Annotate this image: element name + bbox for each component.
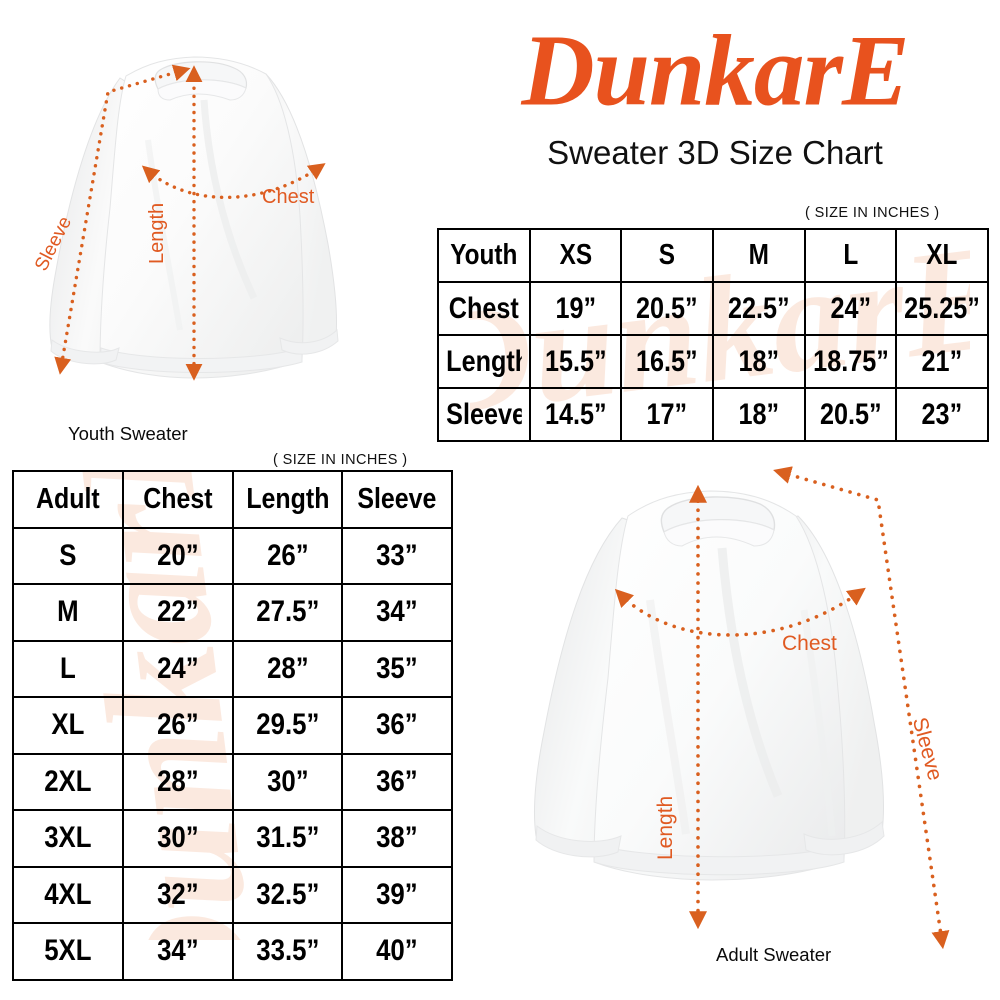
- youth-table-row-label: Length: [444, 334, 524, 389]
- adult-chest-label: Chest: [782, 632, 837, 655]
- youth-table-cell: 18.75”: [811, 334, 890, 389]
- adult-table-row: 5XL 34” 33.5” 40”: [13, 922, 452, 981]
- adult-sleeve-dimension-arrow: [773, 466, 950, 950]
- adult-size-units-note: ( SIZE IN INCHES ): [273, 452, 408, 468]
- adult-table-row-label: 2XL: [19, 752, 116, 811]
- adult-table-cell: 38”: [349, 809, 446, 868]
- adult-table-cell: 26”: [129, 696, 226, 755]
- svg-text:DunkarE: DunkarE: [520, 14, 908, 126]
- adult-table-cell: 24”: [129, 639, 226, 698]
- adult-table-cell: 33”: [349, 526, 446, 585]
- youth-table-cell: 23”: [902, 387, 982, 442]
- adult-table-row-label: 4XL: [19, 865, 116, 924]
- adult-table-header-cell-label: Adult: [19, 470, 116, 529]
- youth-table-header-cell-label: Youth: [444, 228, 524, 283]
- youth-table-row-label: Sleeve: [444, 387, 524, 442]
- youth-table-body: Youth XS S M L XL Chest 19” 20.5” 22.5” 24” 25.25” L…: [438, 228, 988, 442]
- adult-table-cell: 28”: [129, 752, 226, 811]
- youth-table-header-cell-xs: XS: [536, 228, 615, 283]
- youth-table-cell: 15.5”: [536, 334, 615, 389]
- adult-table-row: 2XL 28” 30” 36”: [13, 752, 452, 811]
- youth-table-header-cell-s: S: [627, 228, 707, 283]
- adult-table-header-cell-length: Length: [239, 470, 336, 529]
- youth-table-cell: 25.25”: [902, 281, 982, 336]
- adult-table-cell: 39”: [349, 865, 446, 924]
- adult-size-table: Adult Chest Length Sleeve S 20” 26” 33” M 22” 27.5…: [12, 470, 453, 981]
- brand-header: DunkarE Sweater 3D Size Chart: [440, 14, 990, 214]
- youth-table-cell: 16.5”: [627, 334, 707, 389]
- adult-table-cell: 22”: [129, 583, 226, 642]
- adult-table-cell: 20”: [129, 526, 226, 585]
- youth-table-cell: 18”: [719, 334, 799, 389]
- youth-table-row: Chest 19” 20.5” 22.5” 24” 25.25”: [438, 281, 988, 336]
- youth-figure-caption: Youth Sweater: [68, 423, 188, 444]
- adult-table-cell: 30”: [129, 809, 226, 868]
- adult-table-cell: 34”: [349, 583, 446, 642]
- adult-table-row-label: M: [19, 583, 116, 642]
- page-title: Sweater 3D Size Chart: [547, 134, 883, 171]
- youth-table-row-label: Chest: [444, 281, 524, 336]
- adult-table-row: 4XL 32” 32.5” 39”: [13, 865, 452, 924]
- adult-table-row: 3XL 30” 31.5” 38”: [13, 809, 452, 868]
- adult-table-row: M 22” 27.5” 34”: [13, 583, 452, 642]
- youth-table-cell: 20.5”: [627, 281, 707, 336]
- adult-table-body: Adult Chest Length Sleeve S 20” 26” 33” M 22” 27.5…: [13, 470, 452, 981]
- adult-table-cell: 30”: [239, 752, 336, 811]
- adult-table-header-row: Adult Chest Length Sleeve: [13, 470, 452, 529]
- adult-table-cell: 29.5”: [239, 696, 336, 755]
- adult-table-row: S 20” 26” 33”: [13, 526, 452, 585]
- adult-table-row-label: XL: [19, 696, 116, 755]
- youth-table-row: Length 15.5” 16.5” 18” 18.75” 21”: [438, 334, 988, 389]
- adult-sweater-illustration: [533, 466, 950, 950]
- adult-figure-caption: Adult Sweater: [716, 944, 832, 965]
- adult-table-cell: 26”: [239, 526, 336, 585]
- adult-table-cell: 34”: [129, 922, 226, 981]
- youth-table-cell: 24”: [811, 281, 890, 336]
- adult-table-cell: 28”: [239, 639, 336, 698]
- youth-table-header-cell-xl: XL: [902, 228, 982, 283]
- adult-table-cell: 40”: [349, 922, 446, 981]
- dunkare-logo: DunkarE: [520, 14, 909, 126]
- adult-table-cell: 36”: [349, 752, 446, 811]
- adult-table-cell: 32”: [129, 865, 226, 924]
- adult-sweater-garment: [533, 490, 885, 881]
- adult-table-cell: 36”: [349, 696, 446, 755]
- adult-table-row-label: 3XL: [19, 809, 116, 868]
- adult-table-header-cell-chest: Chest: [129, 470, 226, 529]
- youth-chest-label: Chest: [262, 186, 315, 208]
- youth-table-cell: 19”: [536, 281, 615, 336]
- adult-table-cell: 32.5”: [239, 865, 336, 924]
- youth-length-label: Length: [146, 202, 168, 264]
- youth-size-table: Youth XS S M L XL Chest 19” 20.5” 22.5” 24” 25.25” L…: [437, 228, 989, 442]
- adult-table-row-label: L: [19, 639, 116, 698]
- adult-table-row: L 24” 28” 35”: [13, 639, 452, 698]
- youth-sweater-illustration: [49, 56, 339, 381]
- youth-table-header-row: Youth XS S M L XL: [438, 228, 988, 283]
- adult-table-cell: 35”: [349, 639, 446, 698]
- youth-sleeve-dimension-arrow: [54, 64, 191, 375]
- adult-table-cell: 31.5”: [239, 809, 336, 868]
- youth-table-cell: 18”: [719, 387, 799, 442]
- youth-size-units-note: ( SIZE IN INCHES ): [805, 205, 940, 221]
- youth-table-row: Sleeve 14.5” 17” 18” 20.5” 23”: [438, 387, 988, 442]
- youth-table-header-cell-m: M: [719, 228, 799, 283]
- youth-table-header-cell-l: L: [811, 228, 890, 283]
- youth-table-cell: 20.5”: [811, 387, 890, 442]
- youth-table-cell: 14.5”: [536, 387, 615, 442]
- adult-table-cell: 33.5”: [239, 922, 336, 981]
- adult-table-header-cell-sleeve: Sleeve: [349, 470, 446, 529]
- adult-table-row-label: 5XL: [19, 922, 116, 981]
- adult-length-label: Length: [654, 795, 677, 860]
- youth-table-cell: 21”: [902, 334, 982, 389]
- youth-table-cell: 17”: [627, 387, 707, 442]
- youth-table-cell: 22.5”: [719, 281, 799, 336]
- adult-table-row-label: S: [19, 526, 116, 585]
- adult-table-cell: 27.5”: [239, 583, 336, 642]
- adult-table-row: XL 26” 29.5” 36”: [13, 696, 452, 755]
